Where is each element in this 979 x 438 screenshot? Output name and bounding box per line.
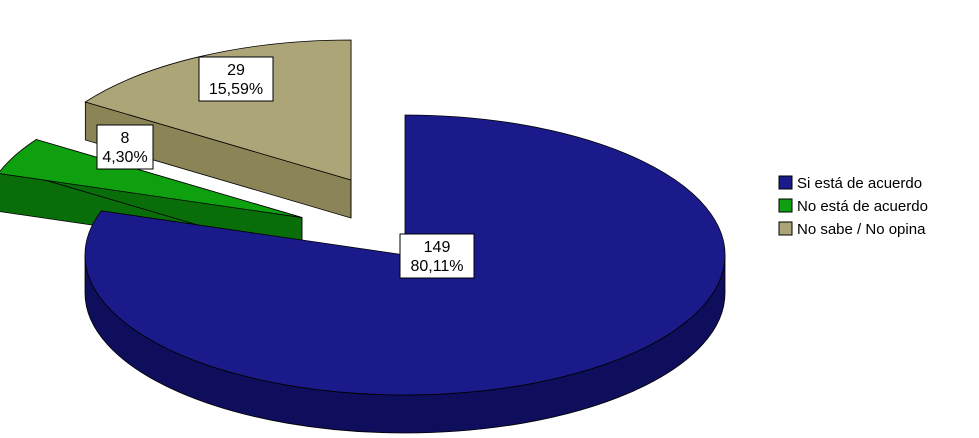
legend-item-2: No sabe / No opina	[778, 221, 926, 238]
data-label-percent: 15,59%	[209, 81, 263, 98]
data-label-percent: 4,30%	[102, 149, 147, 166]
pie-data-labels: 149 80,11% 8 4,30% 29 15,59%	[96, 56, 475, 279]
data-label-count: 29	[227, 62, 245, 79]
data-label-2: 29 15,59%	[198, 56, 274, 102]
legend-swatch	[778, 175, 793, 190]
data-label-count: 149	[424, 239, 451, 256]
legend-label: No está de acuerdo	[797, 198, 928, 215]
legend-item-0: Si está de acuerdo	[778, 175, 922, 192]
data-label-percent: 80,11%	[410, 258, 463, 275]
data-label-1: 8 4,30%	[96, 124, 154, 170]
legend: Si está de acuerdo No está de acuerdo No s…	[778, 175, 928, 238]
data-label-count: 8	[121, 130, 130, 147]
pie-slices	[0, 39, 726, 434]
data-label-0: 149 80,11%	[399, 233, 475, 279]
legend-item-1: No está de acuerdo	[778, 198, 928, 215]
legend-swatch	[778, 198, 793, 213]
legend-label: No sabe / No opina	[797, 221, 926, 238]
legend-swatch	[778, 221, 793, 236]
legend-label: Si está de acuerdo	[797, 175, 922, 192]
